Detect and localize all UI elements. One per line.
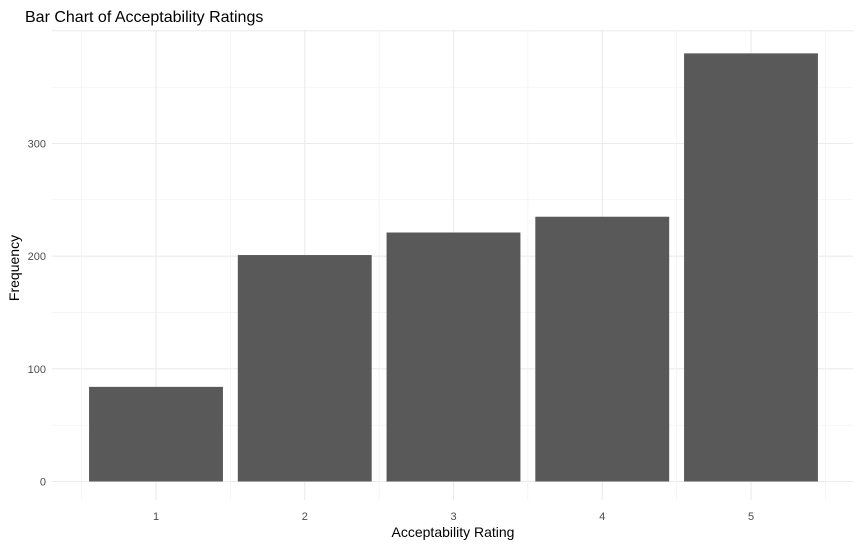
x-tick-labels: 1 2 3 4 5 bbox=[153, 511, 754, 523]
bar-2 bbox=[237, 255, 372, 482]
x-tick-label-5: 5 bbox=[748, 511, 754, 523]
y-tick-label-300: 300 bbox=[28, 139, 46, 151]
y-axis-title: Frequency bbox=[6, 235, 22, 301]
y-tick-label-100: 100 bbox=[28, 364, 46, 376]
y-tick-label-200: 200 bbox=[28, 251, 46, 263]
x-tick-label-3: 3 bbox=[450, 511, 456, 523]
x-axis-title: Acceptability Rating bbox=[392, 524, 515, 540]
x-tick-label-1: 1 bbox=[153, 511, 159, 523]
x-tick-label-4: 4 bbox=[599, 511, 605, 523]
bar-3 bbox=[386, 232, 521, 482]
bars bbox=[89, 53, 818, 482]
chart-title: Bar Chart of Acceptability Ratings bbox=[25, 9, 263, 26]
y-tick-label-0: 0 bbox=[40, 477, 46, 489]
x-tick-label-2: 2 bbox=[302, 511, 308, 523]
bar-1 bbox=[89, 386, 223, 482]
y-tick-labels: 0 100 200 300 bbox=[28, 139, 46, 489]
bar-4 bbox=[535, 216, 670, 482]
bar-5 bbox=[684, 53, 818, 482]
